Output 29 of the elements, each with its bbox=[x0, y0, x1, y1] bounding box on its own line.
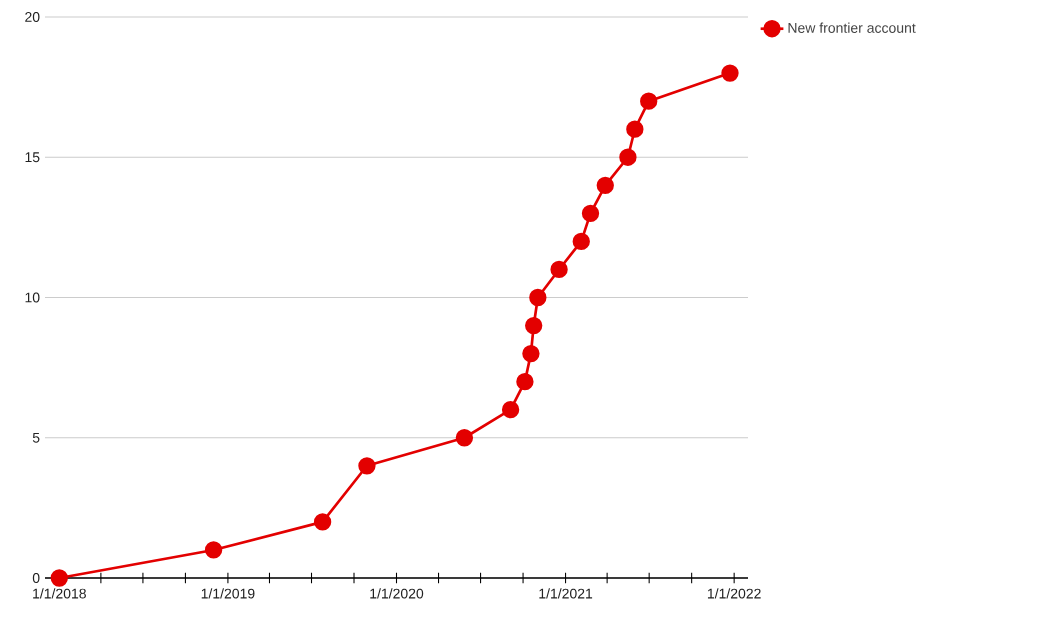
point bbox=[596, 176, 614, 194]
x-tick-label: 1/1/2021 bbox=[539, 588, 593, 599]
point bbox=[626, 120, 644, 138]
point bbox=[313, 513, 332, 531]
point bbox=[204, 541, 223, 559]
point bbox=[572, 232, 590, 251]
x-tick-label: 1/1/2018 bbox=[33, 588, 86, 599]
y-tick-label: 20 bbox=[25, 12, 40, 22]
point bbox=[529, 288, 547, 307]
point bbox=[358, 457, 376, 475]
y-tick-label: 15 bbox=[25, 152, 40, 163]
point bbox=[455, 429, 474, 447]
point bbox=[525, 316, 543, 335]
y-tick-label: 5 bbox=[32, 432, 40, 443]
legend-label: New frontier account bbox=[788, 22, 916, 33]
point bbox=[50, 569, 68, 587]
x-tick-label: 1/1/2022 bbox=[707, 588, 761, 599]
point bbox=[721, 64, 739, 82]
y-tick-label: 0 bbox=[32, 573, 40, 583]
x-tick-label: 1/1/2019 bbox=[201, 588, 255, 599]
point bbox=[619, 148, 637, 166]
point bbox=[501, 401, 520, 419]
point bbox=[516, 372, 534, 391]
point bbox=[640, 92, 658, 110]
point bbox=[550, 260, 568, 279]
point bbox=[581, 204, 600, 223]
point bbox=[522, 344, 540, 363]
y-tick-label: 10 bbox=[25, 292, 40, 303]
x-tick-label: 1/1/2020 bbox=[370, 588, 424, 599]
